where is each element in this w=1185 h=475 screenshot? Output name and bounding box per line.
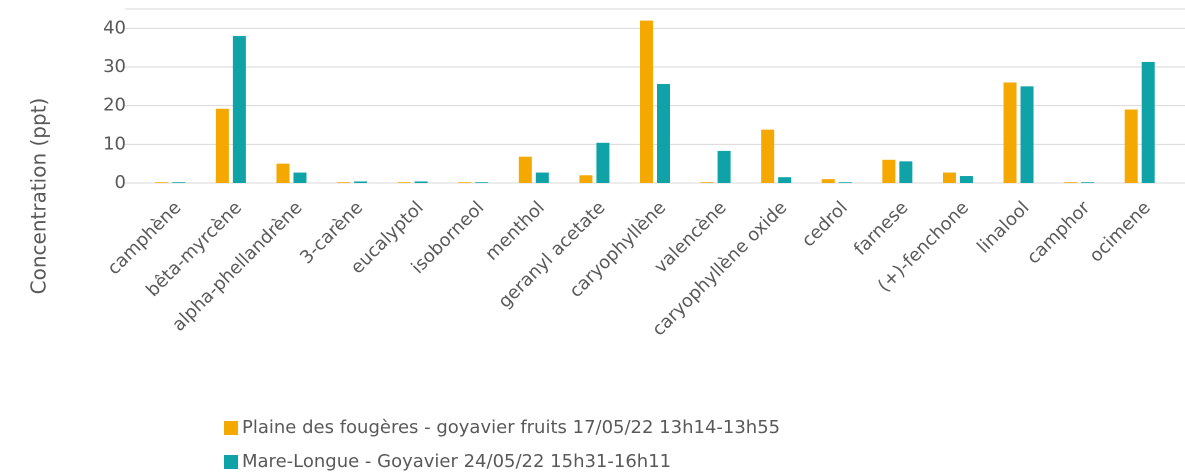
legend-swatch (224, 421, 238, 435)
x-tick-label: ocimene (1085, 197, 1154, 266)
bar (596, 142, 610, 183)
bar (882, 159, 896, 183)
bar (717, 150, 731, 183)
bar (354, 181, 368, 183)
bar (1003, 82, 1017, 183)
bar (761, 129, 775, 183)
y-tick-label: 40 (103, 17, 126, 38)
bar (1081, 182, 1095, 183)
bar (640, 20, 653, 183)
bar (475, 182, 489, 183)
bar (1020, 86, 1034, 183)
bar (821, 179, 835, 183)
x-tick-label: farnese (850, 197, 913, 260)
y-tick-label: 0 (115, 172, 126, 193)
bar (657, 84, 670, 183)
bar (293, 172, 307, 183)
bar (838, 182, 852, 183)
bar (959, 176, 973, 183)
bar (232, 36, 246, 183)
bar (276, 163, 290, 183)
y-axis-label: Concentration (ppt) (27, 98, 51, 295)
bar (215, 108, 229, 183)
bar (458, 182, 472, 183)
bar (778, 177, 792, 183)
legend-swatch (224, 455, 238, 469)
bar (535, 172, 549, 183)
bar (172, 182, 186, 183)
bar (1141, 61, 1155, 184)
x-tick-label: linalool (973, 197, 1033, 257)
bar (1124, 109, 1138, 183)
bar (518, 156, 532, 183)
bar (899, 161, 913, 183)
x-tick-label: geranyl acetate (494, 197, 609, 312)
bar (414, 181, 428, 183)
bar (700, 182, 714, 183)
y-tick-label: 20 (103, 95, 126, 116)
y-tick-label: 30 (103, 56, 126, 77)
legend-label: Plaine des fougères - goyavier fruits 17… (242, 417, 780, 438)
y-tick-label: 10 (103, 133, 126, 154)
bar (397, 182, 411, 183)
bar (942, 172, 956, 183)
bar (579, 175, 593, 183)
x-tick-label: camphor (1023, 197, 1095, 269)
x-tick-label: cedrol (798, 197, 852, 251)
bar (337, 182, 351, 183)
bar (155, 182, 169, 183)
bar (1064, 182, 1078, 183)
legend-label: Mare-Longue - Goyavier 24/05/22 15h31-16… (242, 451, 671, 472)
